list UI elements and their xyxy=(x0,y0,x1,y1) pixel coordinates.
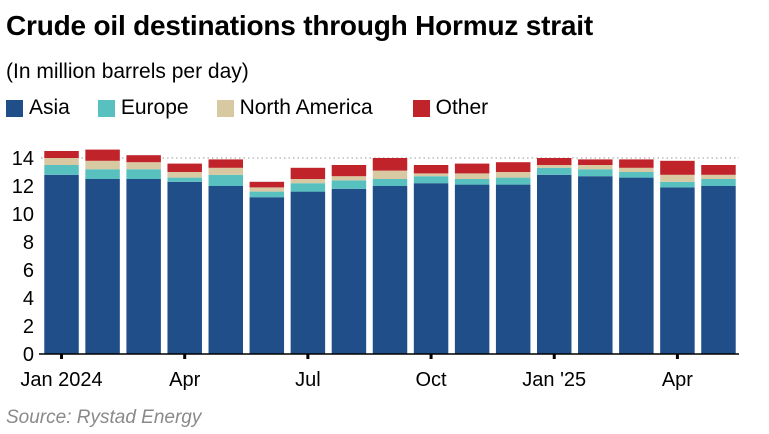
y-tick-label: 12 xyxy=(12,176,34,198)
y-tick-label: 0 xyxy=(23,344,34,366)
bar-segment-asia xyxy=(85,179,120,354)
legend-swatch-europe xyxy=(97,99,115,117)
bar-segment-europe xyxy=(85,169,120,179)
bar-segment-europe xyxy=(331,180,367,189)
y-tick-label: 4 xyxy=(23,288,34,310)
bar-segment-asia xyxy=(495,184,531,354)
bar-segment-other xyxy=(85,149,120,161)
bar-segment-other xyxy=(44,151,79,158)
bar-segment-other xyxy=(660,160,695,175)
bar-segment-asia xyxy=(701,186,736,354)
legend: Asia Europe North America Other xyxy=(6,95,488,121)
bar-segment-asia xyxy=(536,174,572,354)
bar-segment-asia xyxy=(126,179,161,354)
bar-segment-europe xyxy=(619,172,654,178)
bar-segment-asia xyxy=(660,187,695,354)
source-note: Source: Rystad Energy xyxy=(6,407,202,428)
legend-label-asia: Asia xyxy=(29,96,70,119)
x-tick-label: Oct xyxy=(415,369,447,391)
bar-segment-europe xyxy=(208,174,244,186)
y-tick-label: 6 xyxy=(23,260,34,282)
bar-segment-other xyxy=(454,163,490,174)
bar-segment-north-america xyxy=(331,176,367,181)
bar-segment-north-america xyxy=(536,165,572,168)
bar-segment-europe xyxy=(454,179,490,185)
bar-segment-north-america xyxy=(167,172,202,178)
x-tick-label: Apr xyxy=(662,369,693,391)
bar-segment-north-america xyxy=(44,158,79,165)
y-tick-label: 8 xyxy=(23,232,34,254)
y-tick-label: 14 xyxy=(12,148,34,170)
bar-segment-north-america xyxy=(85,160,120,170)
bar-segment-other xyxy=(413,165,449,174)
bar-segment-other xyxy=(290,167,326,179)
bar-segment-europe xyxy=(413,176,449,184)
y-tick-label: 2 xyxy=(23,316,34,338)
bar-segment-europe xyxy=(249,191,285,198)
bar-segment-asia xyxy=(578,176,613,354)
bar-segment-other xyxy=(578,159,613,165)
legend-label-north-america: North America xyxy=(239,96,373,119)
chart-subtitle: (In million barrels per day) xyxy=(6,60,249,83)
bar-segment-north-america xyxy=(208,167,244,175)
bar-segment-other xyxy=(167,163,202,172)
bar-segment-other xyxy=(495,162,531,172)
bar-segment-asia xyxy=(413,183,449,354)
x-tick-label: Jan '25 xyxy=(522,369,586,391)
bar-segment-europe xyxy=(578,169,613,177)
bar-segment-north-america xyxy=(660,174,695,182)
bar-segment-other xyxy=(208,159,244,168)
bar-segment-europe xyxy=(495,177,531,185)
bar-segment-europe xyxy=(536,167,572,175)
x-tick-label: Jul xyxy=(295,369,321,391)
bar-segment-other xyxy=(331,165,367,177)
bar-segment-north-america xyxy=(454,173,490,179)
bar-segment-north-america xyxy=(372,170,408,179)
legend-swatch-north-america xyxy=(216,99,234,117)
bar-segment-europe xyxy=(660,181,695,188)
bar-segment-asia xyxy=(331,188,367,354)
bar-segment-asia xyxy=(619,177,654,354)
legend-label-europe: Europe xyxy=(120,96,189,119)
bar-segment-north-america xyxy=(578,165,613,170)
bar-segment-other xyxy=(536,158,572,165)
bar-segment-north-america xyxy=(413,173,449,177)
bar-segment-asia xyxy=(208,186,244,354)
legend-item-europe: Europe xyxy=(97,96,189,120)
bar-segment-other xyxy=(619,159,654,168)
legend-item-asia: Asia xyxy=(6,96,70,120)
bar-segment-north-america xyxy=(701,174,736,179)
bar-segment-north-america xyxy=(495,172,531,178)
chart-title: Crude oil destinations through Hormuz st… xyxy=(6,10,593,41)
x-tick-label: Jan 2024 xyxy=(20,369,102,391)
bar-segment-asia xyxy=(290,191,326,354)
bar-segment-north-america xyxy=(126,162,161,170)
bar-segment-europe xyxy=(167,177,202,182)
bar-segment-europe xyxy=(372,179,408,186)
legend-swatch-other xyxy=(412,99,430,117)
x-tick-label: Apr xyxy=(169,369,200,391)
bar-segment-europe xyxy=(701,179,736,186)
bar-segment-other xyxy=(372,158,408,171)
legend-item-north-america: North America xyxy=(216,96,373,120)
bar-segment-other xyxy=(126,155,161,163)
bar-segment-asia xyxy=(44,174,79,354)
bar-segment-north-america xyxy=(619,167,654,172)
bar-segment-europe xyxy=(126,169,161,179)
y-tick-label: 10 xyxy=(12,204,34,226)
legend-item-other: Other xyxy=(412,96,489,120)
bar-segment-other xyxy=(249,181,285,188)
legend-swatch-asia xyxy=(6,99,23,117)
bar-segment-asia xyxy=(454,184,490,354)
bar-segment-other xyxy=(701,165,736,175)
bar-segment-north-america xyxy=(290,179,326,184)
bar-segment-asia xyxy=(372,186,408,354)
bar-segment-asia xyxy=(249,197,285,354)
bar-segment-europe xyxy=(290,183,326,192)
bar-segment-asia xyxy=(167,181,202,354)
legend-label-other: Other xyxy=(435,96,489,119)
bar-segment-north-america xyxy=(249,187,285,192)
bar-segment-europe xyxy=(44,165,79,175)
